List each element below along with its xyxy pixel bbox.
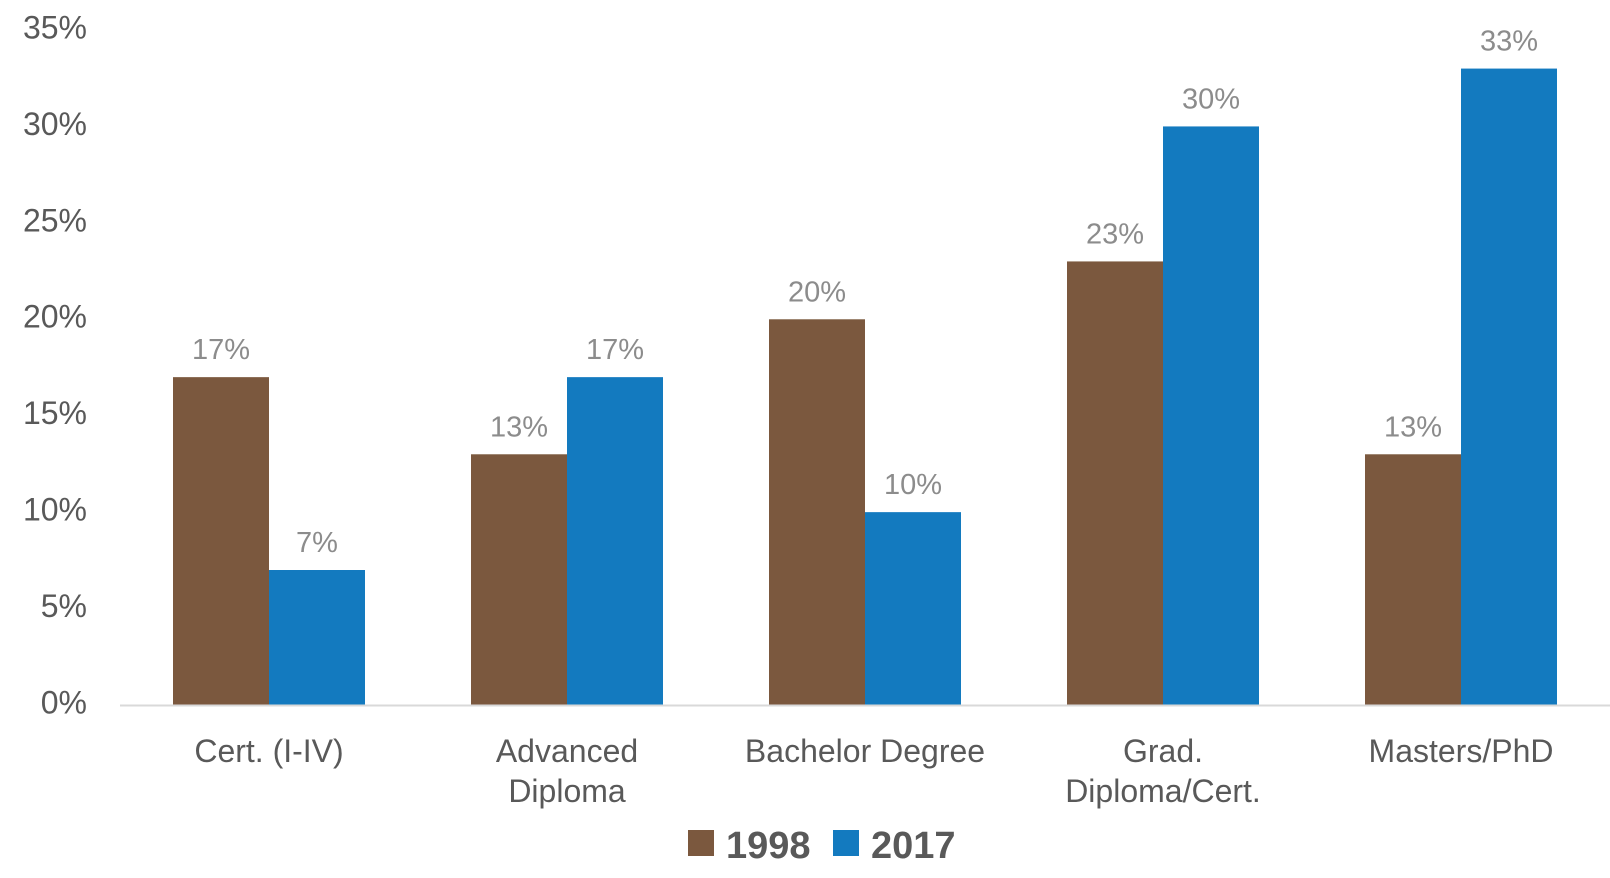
data-label-2017: 17% (586, 334, 644, 366)
x-tick-label: Bachelor Degree (745, 733, 985, 769)
legend-label-1998: 1998 (726, 825, 811, 867)
legend-swatch-2017 (833, 830, 859, 856)
bars-group (173, 68, 1557, 706)
data-label-2017: 7% (296, 527, 338, 559)
x-tick-label-line: Cert. (I-IV) (194, 733, 343, 769)
data-labels-group: 17% 7% 13% 17% 20% 10% 23% 30% 13% 33% (192, 26, 1538, 559)
data-label-1998: 13% (1384, 411, 1442, 443)
x-tick-label-line: Diploma/Cert. (1065, 773, 1261, 809)
bar-1998 (1067, 261, 1163, 705)
bar-2017 (1461, 68, 1557, 706)
bar-2017 (567, 377, 663, 705)
y-tick-label: 30% (23, 106, 87, 142)
data-label-2017: 30% (1182, 83, 1240, 115)
data-label-2017: 33% (1480, 26, 1538, 58)
x-tick-label: Grad. Diploma/Cert. (1065, 733, 1261, 809)
bar-1998 (471, 454, 567, 705)
y-tick-label: 5% (41, 588, 87, 624)
bar-1998 (1365, 454, 1461, 705)
bar-2017 (865, 512, 961, 705)
bar-1998 (173, 377, 269, 705)
x-tick-label: Cert. (I-IV) (194, 733, 343, 769)
bar-2017 (1163, 126, 1259, 705)
bar-2017 (269, 570, 365, 705)
x-tick-label: Masters/PhD (1369, 733, 1554, 769)
x-tick-label-line: Masters/PhD (1369, 733, 1554, 769)
legend: 1998 2017 (688, 825, 956, 867)
legend-label-2017: 2017 (871, 825, 956, 867)
y-tick-label: 25% (23, 202, 87, 238)
x-tick-label-line: Grad. (1123, 733, 1203, 769)
x-tick-label-line: Diploma (508, 773, 626, 809)
bar-1998 (769, 319, 865, 705)
data-label-1998: 23% (1086, 218, 1144, 250)
y-tick-label: 0% (41, 684, 87, 720)
y-tick-label: 15% (23, 395, 87, 431)
x-tick-label-line: Bachelor Degree (745, 733, 985, 769)
x-tick-label-line: Advanced (496, 733, 638, 769)
data-label-2017: 10% (884, 469, 942, 501)
legend-swatch-1998 (688, 830, 714, 856)
y-tick-label: 35% (23, 9, 87, 45)
x-axis-ticks: Cert. (I-IV) Advanced Diploma Bachelor Degr… (194, 733, 1553, 809)
data-label-1998: 13% (490, 411, 548, 443)
y-axis-ticks: 0% 5% 10% 15% 20% 25% 30% 35% (23, 9, 87, 720)
data-label-1998: 17% (192, 334, 250, 366)
data-label-1998: 20% (788, 276, 846, 308)
x-tick-label: Advanced Diploma (496, 733, 638, 809)
y-tick-label: 10% (23, 492, 87, 528)
y-tick-label: 20% (23, 299, 87, 335)
